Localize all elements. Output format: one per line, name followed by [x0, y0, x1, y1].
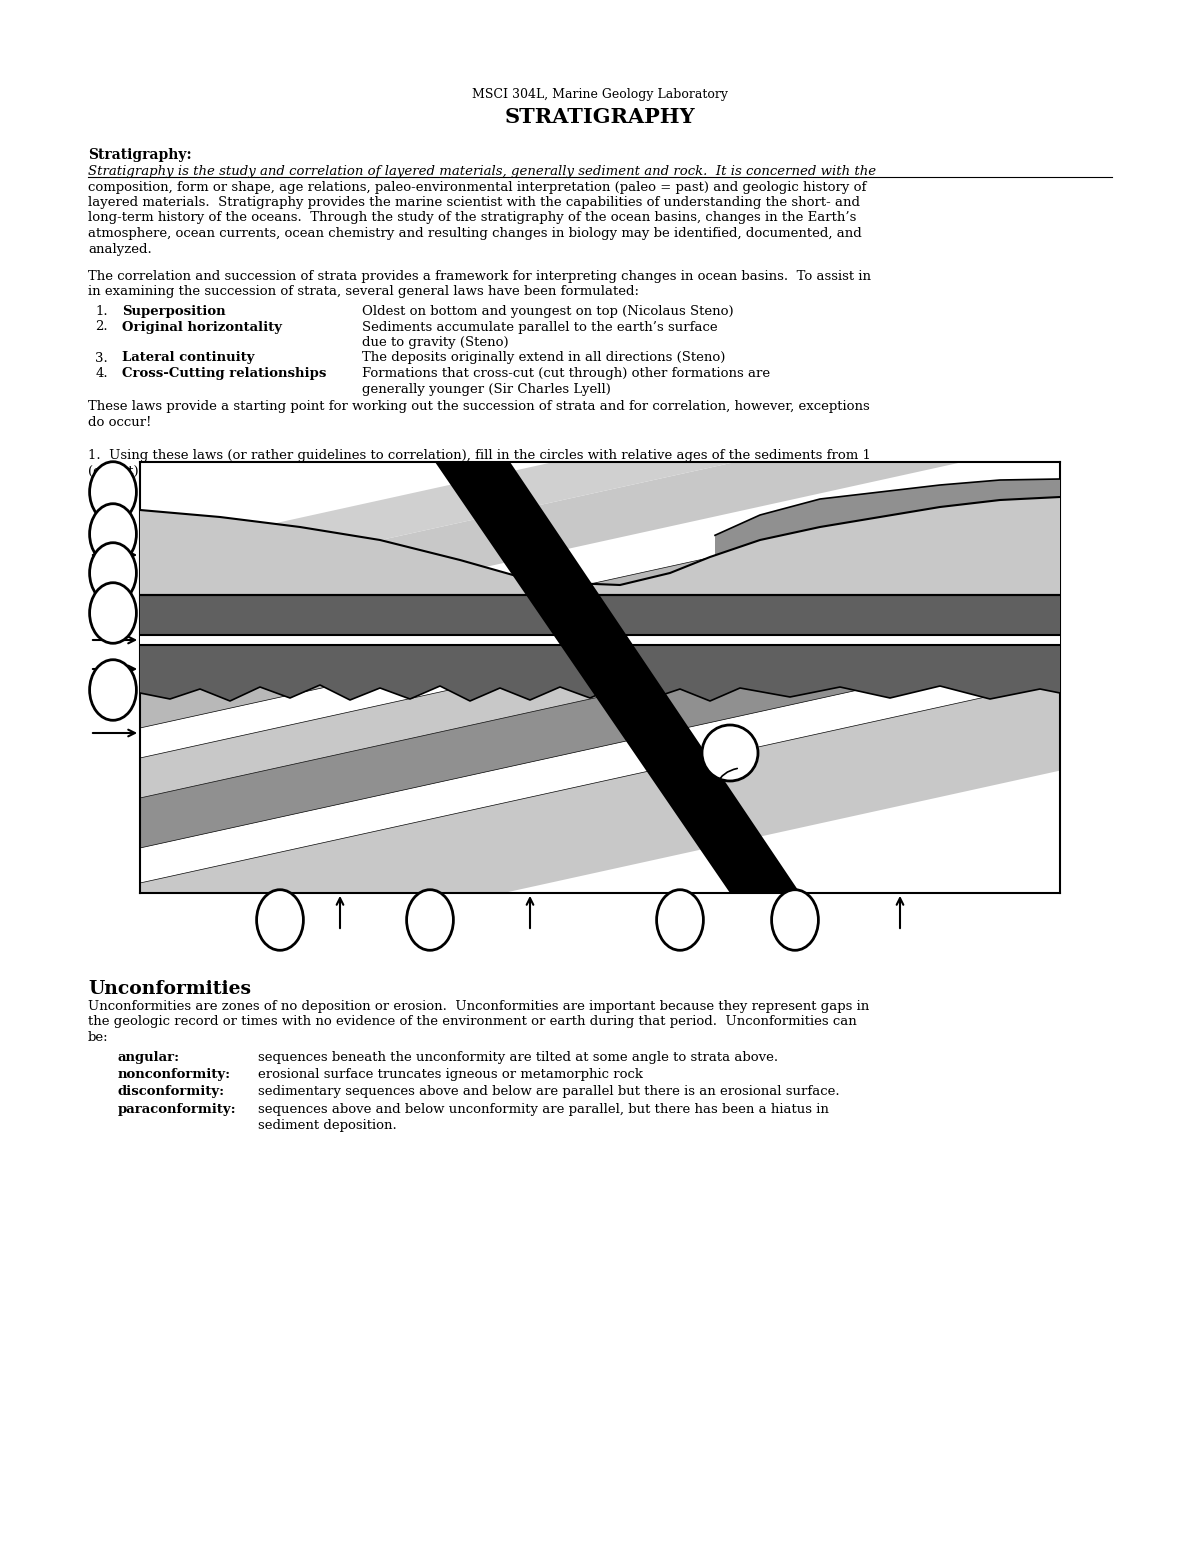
Text: angular:: angular:: [118, 1050, 180, 1064]
Text: The correlation and succession of strata provides a framework for interpreting c: The correlation and succession of strata…: [88, 270, 871, 283]
Text: Cross-Cutting relationships: Cross-Cutting relationships: [122, 367, 326, 380]
Text: STRATIGRAPHY: STRATIGRAPHY: [505, 107, 695, 127]
Bar: [140, 635, 1060, 644]
Text: Original horizontality: Original horizontality: [122, 320, 282, 334]
Polygon shape: [140, 596, 1060, 848]
Text: 3.: 3.: [95, 351, 108, 365]
Text: Unconformities are zones of no deposition or erosion.  Unconformities are import: Unconformities are zones of no depositio…: [88, 1000, 869, 1013]
Text: The deposits originally extend in all directions (Steno): The deposits originally extend in all di…: [362, 351, 725, 365]
Text: Oldest on bottom and youngest on top (Nicolaus Steno): Oldest on bottom and youngest on top (Ni…: [362, 304, 733, 318]
Polygon shape: [140, 391, 1060, 643]
Text: Stratigraphy:: Stratigraphy:: [88, 148, 192, 162]
Polygon shape: [140, 644, 1060, 700]
Text: sequences above and below unconformity are parallel, but there has been a hiatus: sequences above and below unconformity a…: [258, 1103, 829, 1117]
Text: Stratigraphy is the study and correlation of layered materials, generally sedime: Stratigraphy is the study and correlatio…: [88, 165, 876, 179]
Text: MSCI 304L, Marine Geology Laboratory: MSCI 304L, Marine Geology Laboratory: [472, 89, 728, 101]
Polygon shape: [140, 646, 1060, 884]
Text: in examining the succession of strata, several general laws have been formulated: in examining the succession of strata, s…: [88, 286, 640, 298]
Text: do occur!: do occur!: [88, 416, 151, 429]
Text: 4.: 4.: [95, 367, 108, 380]
Polygon shape: [140, 497, 1060, 595]
Text: long-term history of the oceans.  Through the study of the stratigraphy of the o: long-term history of the oceans. Through…: [88, 211, 857, 225]
Text: sequences beneath the unconformity are tilted at some angle to strata above.: sequences beneath the unconformity are t…: [258, 1050, 778, 1064]
Polygon shape: [140, 525, 1060, 758]
Text: nonconformity:: nonconformity:: [118, 1068, 232, 1081]
Polygon shape: [140, 680, 1060, 974]
Circle shape: [702, 725, 758, 781]
Text: 1.  Using these laws (or rather guidelines to correlation), fill in the circles : 1. Using these laws (or rather guideline…: [88, 449, 871, 461]
Polygon shape: [436, 461, 800, 893]
Text: layered materials.  Stratigraphy provides the marine scientist with the capabili: layered materials. Stratigraphy provides…: [88, 196, 860, 210]
Text: Sediments accumulate parallel to the earth’s surface: Sediments accumulate parallel to the ear…: [362, 320, 718, 334]
Text: (oldest) to 10 (youngest).: (oldest) to 10 (youngest).: [88, 464, 257, 477]
Text: 2.: 2.: [95, 320, 108, 334]
Text: composition, form or shape, age relations, paleo-environmental interpretation (p: composition, form or shape, age relation…: [88, 180, 866, 194]
Text: the geologic record or times with no evidence of the environment or earth during: the geologic record or times with no evi…: [88, 1016, 857, 1028]
Polygon shape: [140, 351, 1060, 593]
Polygon shape: [140, 556, 1060, 798]
Text: generally younger (Sir Charles Lyell): generally younger (Sir Charles Lyell): [362, 382, 611, 396]
Text: sediment deposition.: sediment deposition.: [258, 1118, 397, 1132]
Bar: [140, 595, 1060, 635]
Text: analyzed.: analyzed.: [88, 242, 151, 256]
Text: paraconformity:: paraconformity:: [118, 1103, 236, 1117]
Polygon shape: [140, 677, 1060, 893]
Polygon shape: [715, 478, 1060, 556]
Text: Superposition: Superposition: [122, 304, 226, 318]
Text: be:: be:: [88, 1031, 109, 1044]
Text: disconformity:: disconformity:: [118, 1086, 226, 1098]
Text: Lateral continuity: Lateral continuity: [122, 351, 254, 365]
Text: due to gravity (Steno): due to gravity (Steno): [362, 335, 509, 349]
Text: 1.: 1.: [95, 304, 108, 318]
Text: Unconformities: Unconformities: [88, 980, 251, 999]
Polygon shape: [140, 441, 1060, 683]
Polygon shape: [140, 480, 1060, 728]
Text: atmosphere, ocean currents, ocean chemistry and resulting changes in biology may: atmosphere, ocean currents, ocean chemis…: [88, 227, 862, 241]
Text: erosional surface truncates igneous or metamorphic rock: erosional surface truncates igneous or m…: [258, 1068, 643, 1081]
Text: sedimentary sequences above and below are parallel but there is an erosional sur: sedimentary sequences above and below ar…: [258, 1086, 840, 1098]
Text: Formations that cross-cut (cut through) other formations are: Formations that cross-cut (cut through) …: [362, 367, 770, 380]
Text: These laws provide a starting point for working out the succession of strata and: These laws provide a starting point for …: [88, 401, 870, 413]
